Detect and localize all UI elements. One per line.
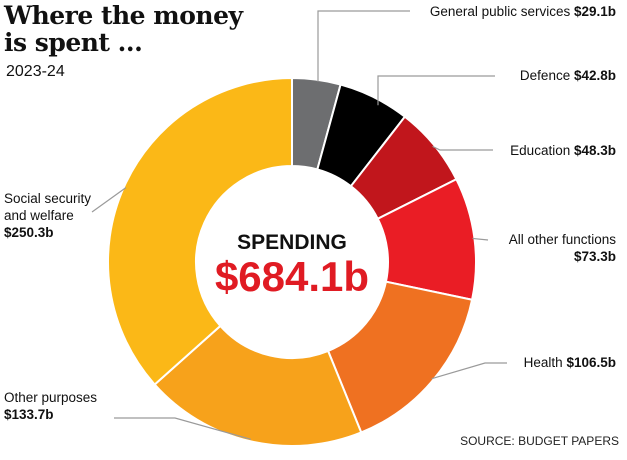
leader-line-education bbox=[432, 145, 493, 151]
health-value: $106.5b bbox=[566, 355, 616, 370]
slice-social-security-and-welfare bbox=[107, 76, 293, 386]
label-all-other-functions: All other functions $73.3b bbox=[509, 232, 617, 264]
social-security-and-welfare-name-line1: Social security bbox=[4, 191, 91, 206]
center-total: $684.1b bbox=[215, 253, 369, 300]
health-name: Health bbox=[524, 355, 567, 370]
general-public-services-name: General public services bbox=[430, 4, 574, 19]
defence-name: Defence bbox=[520, 68, 574, 83]
label-health: Health $106.5b bbox=[524, 355, 616, 370]
social-security-and-welfare-name-line2: and welfare bbox=[4, 208, 74, 223]
label-defence: Defence $42.8b bbox=[520, 68, 616, 83]
leader-line-defence bbox=[377, 75, 495, 106]
chart-subtitle: 2023-24 bbox=[6, 63, 65, 80]
label-education: Education $48.3b bbox=[510, 143, 616, 158]
leader-line-social-security-and-welfare bbox=[91, 187, 127, 213]
other-purposes-name: Other purposes bbox=[4, 390, 97, 405]
education-name: Education bbox=[510, 143, 574, 158]
all-other-functions-value: $73.3b bbox=[574, 249, 616, 264]
chart-title: Where the money is spent ... bbox=[4, 1, 243, 57]
label-general-public-services: General public services $29.1b bbox=[430, 4, 616, 19]
center-label: SPENDING bbox=[237, 231, 347, 254]
leader-line-other-purposes bbox=[114, 417, 251, 440]
general-public-services-value: $29.1b bbox=[574, 4, 616, 19]
source-note: SOURCE: BUDGET PAPERS bbox=[460, 434, 619, 448]
education-value: $48.3b bbox=[574, 143, 616, 158]
label-other-purposes: Other purposes $133.7b bbox=[4, 390, 97, 422]
leader-line-health bbox=[431, 362, 507, 380]
leader-line-general-public-services bbox=[317, 10, 410, 82]
social-security-and-welfare-value: $250.3b bbox=[4, 225, 54, 240]
label-social-security-and-welfare: Social security and welfare $250.3b bbox=[4, 191, 91, 240]
leader-line-all-other-functions bbox=[472, 237, 489, 241]
other-purposes-value: $133.7b bbox=[4, 407, 54, 422]
defence-value: $42.8b bbox=[574, 68, 616, 83]
slice-other-purposes bbox=[153, 324, 363, 447]
all-other-functions-name: All other functions bbox=[509, 232, 617, 247]
